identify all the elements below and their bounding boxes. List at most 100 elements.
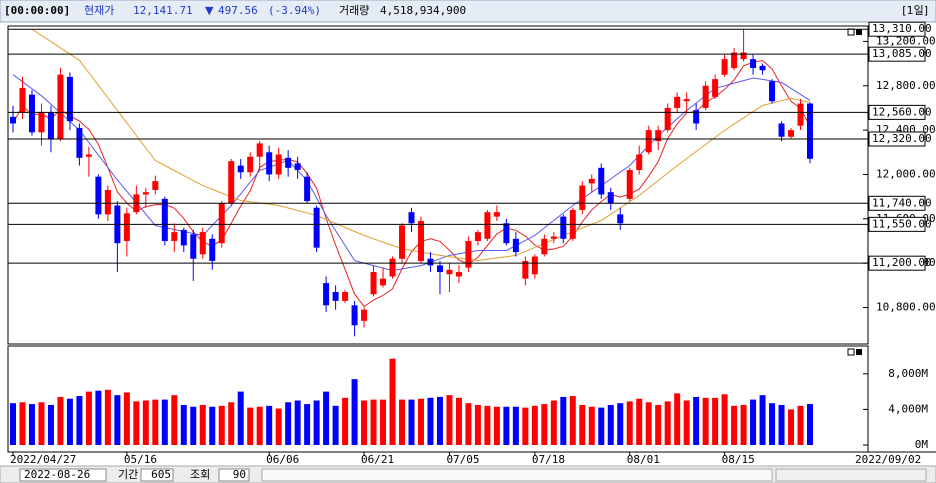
volume-bar [474,404,481,445]
volume-bar [256,406,263,445]
candle-body [228,161,235,204]
y-tick-label: 10,800.00 [876,301,936,314]
toolbar-date[interactable]: 2022-08-26 [24,468,90,481]
volume-bar [427,397,434,445]
volume-bar [655,404,662,445]
header-change-pct: (-3.94%) [268,4,321,17]
candle-body [247,156,254,173]
candle-body [104,189,111,215]
price-line-label: 11,550.00 [872,217,932,230]
volume-bar [161,399,168,445]
volume-bar [560,396,567,445]
candle-body [38,112,45,133]
candle-body [28,94,35,133]
candle-body [465,240,472,268]
header-period[interactable]: [1일] [902,3,928,17]
volume-bar [588,406,595,445]
candle-body [598,167,605,195]
candle-body [85,154,92,157]
candle-body [797,103,804,126]
candle-body [399,225,406,259]
volume-bar [522,407,529,445]
pane-button[interactable] [856,349,862,355]
volume-bar [171,395,178,445]
candle-body [503,223,510,244]
volume-bar [190,406,197,445]
candle-body [655,130,662,142]
price-line-label: 11,200.00 [872,256,932,269]
candle-body [332,291,339,301]
date-input[interactable] [19,468,107,482]
span-input[interactable] [140,468,174,482]
x-tick-label: 06/21 [361,453,394,466]
candle-body [750,59,757,69]
volume-bar [493,406,500,445]
candle-body [436,265,443,273]
candle-body [408,212,415,224]
toolbar-count[interactable]: 90 [233,468,246,481]
candle-body [10,116,16,124]
volume-bar [199,404,206,445]
candle-body [712,79,719,97]
candle-body [256,143,263,157]
volume-bar [693,396,700,445]
volume-bar [503,406,510,445]
candle-body [209,238,216,261]
volume-bar [85,391,92,445]
pane-button[interactable] [847,348,855,356]
candle-body [361,309,368,321]
candle-body [522,260,529,279]
count-input[interactable] [218,468,250,482]
volume-bar [664,401,671,445]
volume-bar [408,399,415,445]
header-time: [00:00:00] [4,4,70,17]
volume-bar [142,400,149,445]
header-volume-label: 거래량 [339,4,369,17]
price-line-label: 12,560.00 [872,105,932,118]
volume-bar [712,397,719,445]
volume-tick-label: 8,000M [888,367,928,380]
volume-bar [304,404,311,445]
y-tick-label: 13,200.00 [876,34,936,47]
volume-bar [569,396,576,445]
price-line-label: 13,310.00 [872,22,932,35]
candle-body [626,170,633,199]
toolbar-span[interactable]: 605 [151,468,171,481]
volume-bar [579,404,586,445]
header-volume: 4,518,934,900 [380,4,466,17]
candle-body [731,52,738,69]
volume-bar [228,402,235,445]
price-pane [7,25,869,345]
volume-bar [598,407,605,445]
candle-body [607,192,614,204]
volume-bar [275,408,282,445]
candle-body [304,176,311,202]
zoom-buttons[interactable] [775,468,927,482]
volume-bar [797,405,804,445]
x-tick-label: 07/05 [446,453,479,466]
toolbar-query[interactable]: 조회 [190,468,210,481]
price-line-box [868,255,926,271]
candle-body [380,278,387,286]
candle-body [266,152,273,175]
scrollbar[interactable] [261,468,773,482]
candle-body [778,123,785,137]
volume-bar [702,397,709,445]
x-tick-label: 06/06 [266,453,299,466]
candle-body [579,185,586,210]
price-line-label: 12,320.00 [872,132,932,145]
candle-body [788,130,795,137]
volume-bar [57,396,64,445]
pane-button[interactable] [856,29,862,35]
volume-bar [313,400,320,445]
candle-body [769,81,776,102]
volume-bar [285,402,292,445]
candle-body [645,130,652,153]
candle-body [237,165,244,173]
volume-tick-label: 0M [915,438,929,451]
candle-body [417,221,424,261]
volume-bar [114,395,121,445]
candle-body [702,85,709,108]
volume-bar [788,409,795,445]
